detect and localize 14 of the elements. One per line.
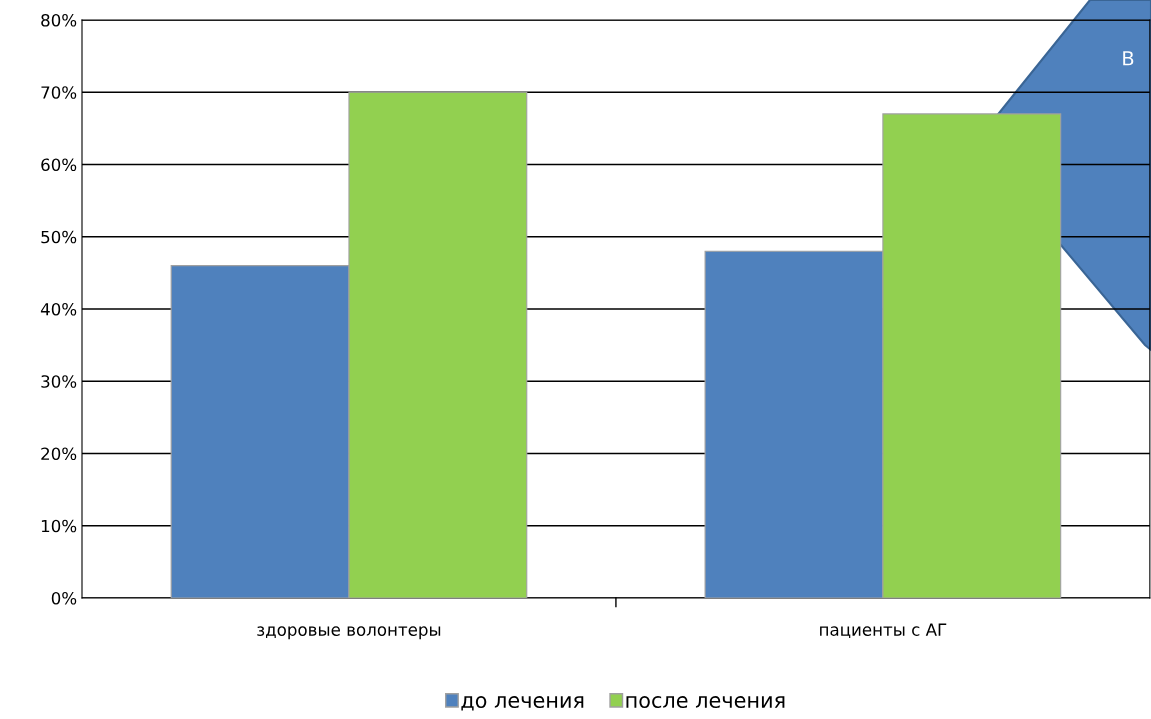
x-tick-label: здоровые волонтеры	[257, 626, 441, 640]
y-tick-label: 50%	[41, 230, 77, 244]
y-tick-label: 80%	[41, 13, 77, 27]
annotation: В	[1123, 51, 1134, 66]
x-tick-label: пациенты с АГ	[820, 623, 947, 638]
y-tick-label: 0%	[51, 591, 77, 605]
y-tick-label: 70%	[41, 86, 77, 99]
y-tick-label: 20%	[41, 447, 77, 461]
legend-label: после лечения	[626, 696, 785, 709]
y-tick-label: 30%	[41, 375, 77, 388]
y-tick-label: 60%	[41, 158, 77, 172]
legend-label: до лечения	[461, 696, 584, 711]
y-tick-label: 40%	[40, 302, 77, 316]
y-tick-label: 10%	[41, 519, 77, 533]
